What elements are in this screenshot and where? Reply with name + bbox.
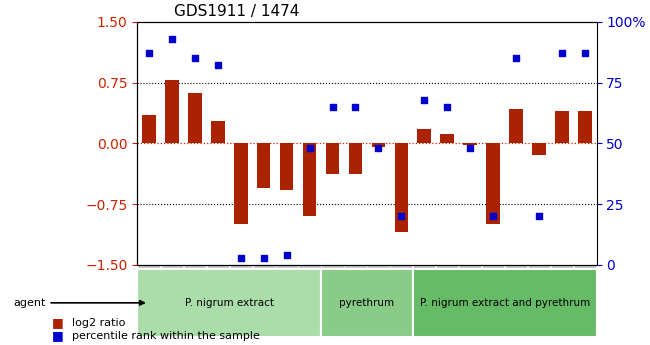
Bar xyxy=(348,143,362,174)
Point xyxy=(350,104,361,110)
Bar xyxy=(165,80,179,143)
Point xyxy=(235,255,246,260)
Point xyxy=(259,255,269,260)
Text: percentile rank within the sample: percentile rank within the sample xyxy=(72,331,259,341)
FancyBboxPatch shape xyxy=(413,269,597,337)
Point xyxy=(442,104,452,110)
Point xyxy=(373,145,384,151)
Point xyxy=(396,214,407,219)
Bar xyxy=(211,121,224,143)
Point xyxy=(190,56,200,61)
Bar xyxy=(463,143,477,145)
Text: P. nigrum extract and pyrethrum: P. nigrum extract and pyrethrum xyxy=(420,298,590,308)
Bar xyxy=(257,143,270,188)
Text: log2 ratio: log2 ratio xyxy=(72,318,125,328)
FancyBboxPatch shape xyxy=(321,269,413,337)
Point xyxy=(281,253,292,258)
Point xyxy=(580,51,590,56)
Point xyxy=(557,51,567,56)
Bar xyxy=(188,93,202,143)
Bar xyxy=(234,143,248,224)
Bar xyxy=(142,115,155,143)
Text: ■: ■ xyxy=(52,329,64,342)
Text: pyrethrum: pyrethrum xyxy=(339,298,395,308)
Bar xyxy=(578,111,592,143)
Point xyxy=(511,56,521,61)
Point xyxy=(166,36,177,41)
Point xyxy=(488,214,499,219)
Point xyxy=(419,97,430,102)
Bar xyxy=(532,143,546,156)
Text: P. nigrum extract: P. nigrum extract xyxy=(185,298,274,308)
Point xyxy=(144,51,154,56)
Bar xyxy=(395,143,408,233)
Point xyxy=(213,63,223,68)
Point xyxy=(304,145,315,151)
Point xyxy=(328,104,338,110)
Bar xyxy=(510,109,523,143)
Bar xyxy=(303,143,317,216)
Bar xyxy=(417,129,431,143)
Text: agent: agent xyxy=(13,298,144,308)
Bar xyxy=(555,111,569,143)
Bar xyxy=(441,134,454,143)
Text: GDS1911 / 1474: GDS1911 / 1474 xyxy=(174,4,300,19)
Bar xyxy=(486,143,500,224)
Bar xyxy=(326,143,339,174)
FancyBboxPatch shape xyxy=(137,269,321,337)
Bar xyxy=(280,143,293,190)
Point xyxy=(534,214,545,219)
Text: ■: ■ xyxy=(52,316,64,329)
Point xyxy=(465,145,476,151)
Bar xyxy=(372,143,385,147)
